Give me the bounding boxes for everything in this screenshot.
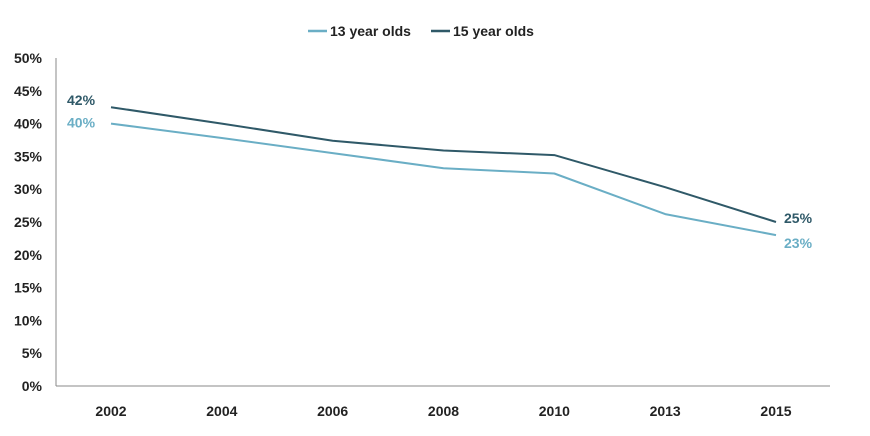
y-tick-label: 5% [22,345,43,361]
legend-label: 15 year olds [453,23,534,39]
data-label: 25% [784,210,813,226]
x-tick-label: 2015 [760,403,791,419]
series-line-13-year-olds [110,122,777,237]
y-axis: 0% 5% 10% 15% 20% 25% 30% 35% 40% 45% 50% [14,50,57,394]
y-tick-label: 15% [14,280,43,296]
y-tick-label: 10% [14,312,43,328]
x-tick-label: 2008 [428,403,459,419]
y-tick-label: 30% [14,181,43,197]
x-tick-label: 2002 [95,403,126,419]
y-tick-label: 35% [14,148,43,164]
x-tick-label: 2006 [317,403,348,419]
legend-item: 13 year olds [308,23,411,39]
y-tick-label: 25% [14,214,43,230]
y-tick-label: 0% [22,378,43,394]
data-label: 40% [67,115,96,131]
x-axis: 2002 2004 2006 2008 2010 2013 2015 [56,385,830,419]
y-tick-label: 50% [14,50,43,66]
series-line-15-year-olds [110,106,777,223]
data-labels: 40% 42% 23% 25% [67,92,813,251]
legend: 13 year olds 15 year olds [308,23,534,39]
x-tick-label: 2013 [650,403,681,419]
data-label: 42% [67,92,96,108]
x-tick-label: 2010 [539,403,570,419]
y-tick-label: 45% [14,83,43,99]
legend-label: 13 year olds [330,23,411,39]
series-lines [110,106,777,237]
y-tick-label: 40% [14,116,43,132]
legend-item: 15 year olds [431,23,534,39]
y-tick-label: 20% [14,247,43,263]
data-label: 23% [784,235,813,251]
x-tick-label: 2004 [206,403,237,419]
